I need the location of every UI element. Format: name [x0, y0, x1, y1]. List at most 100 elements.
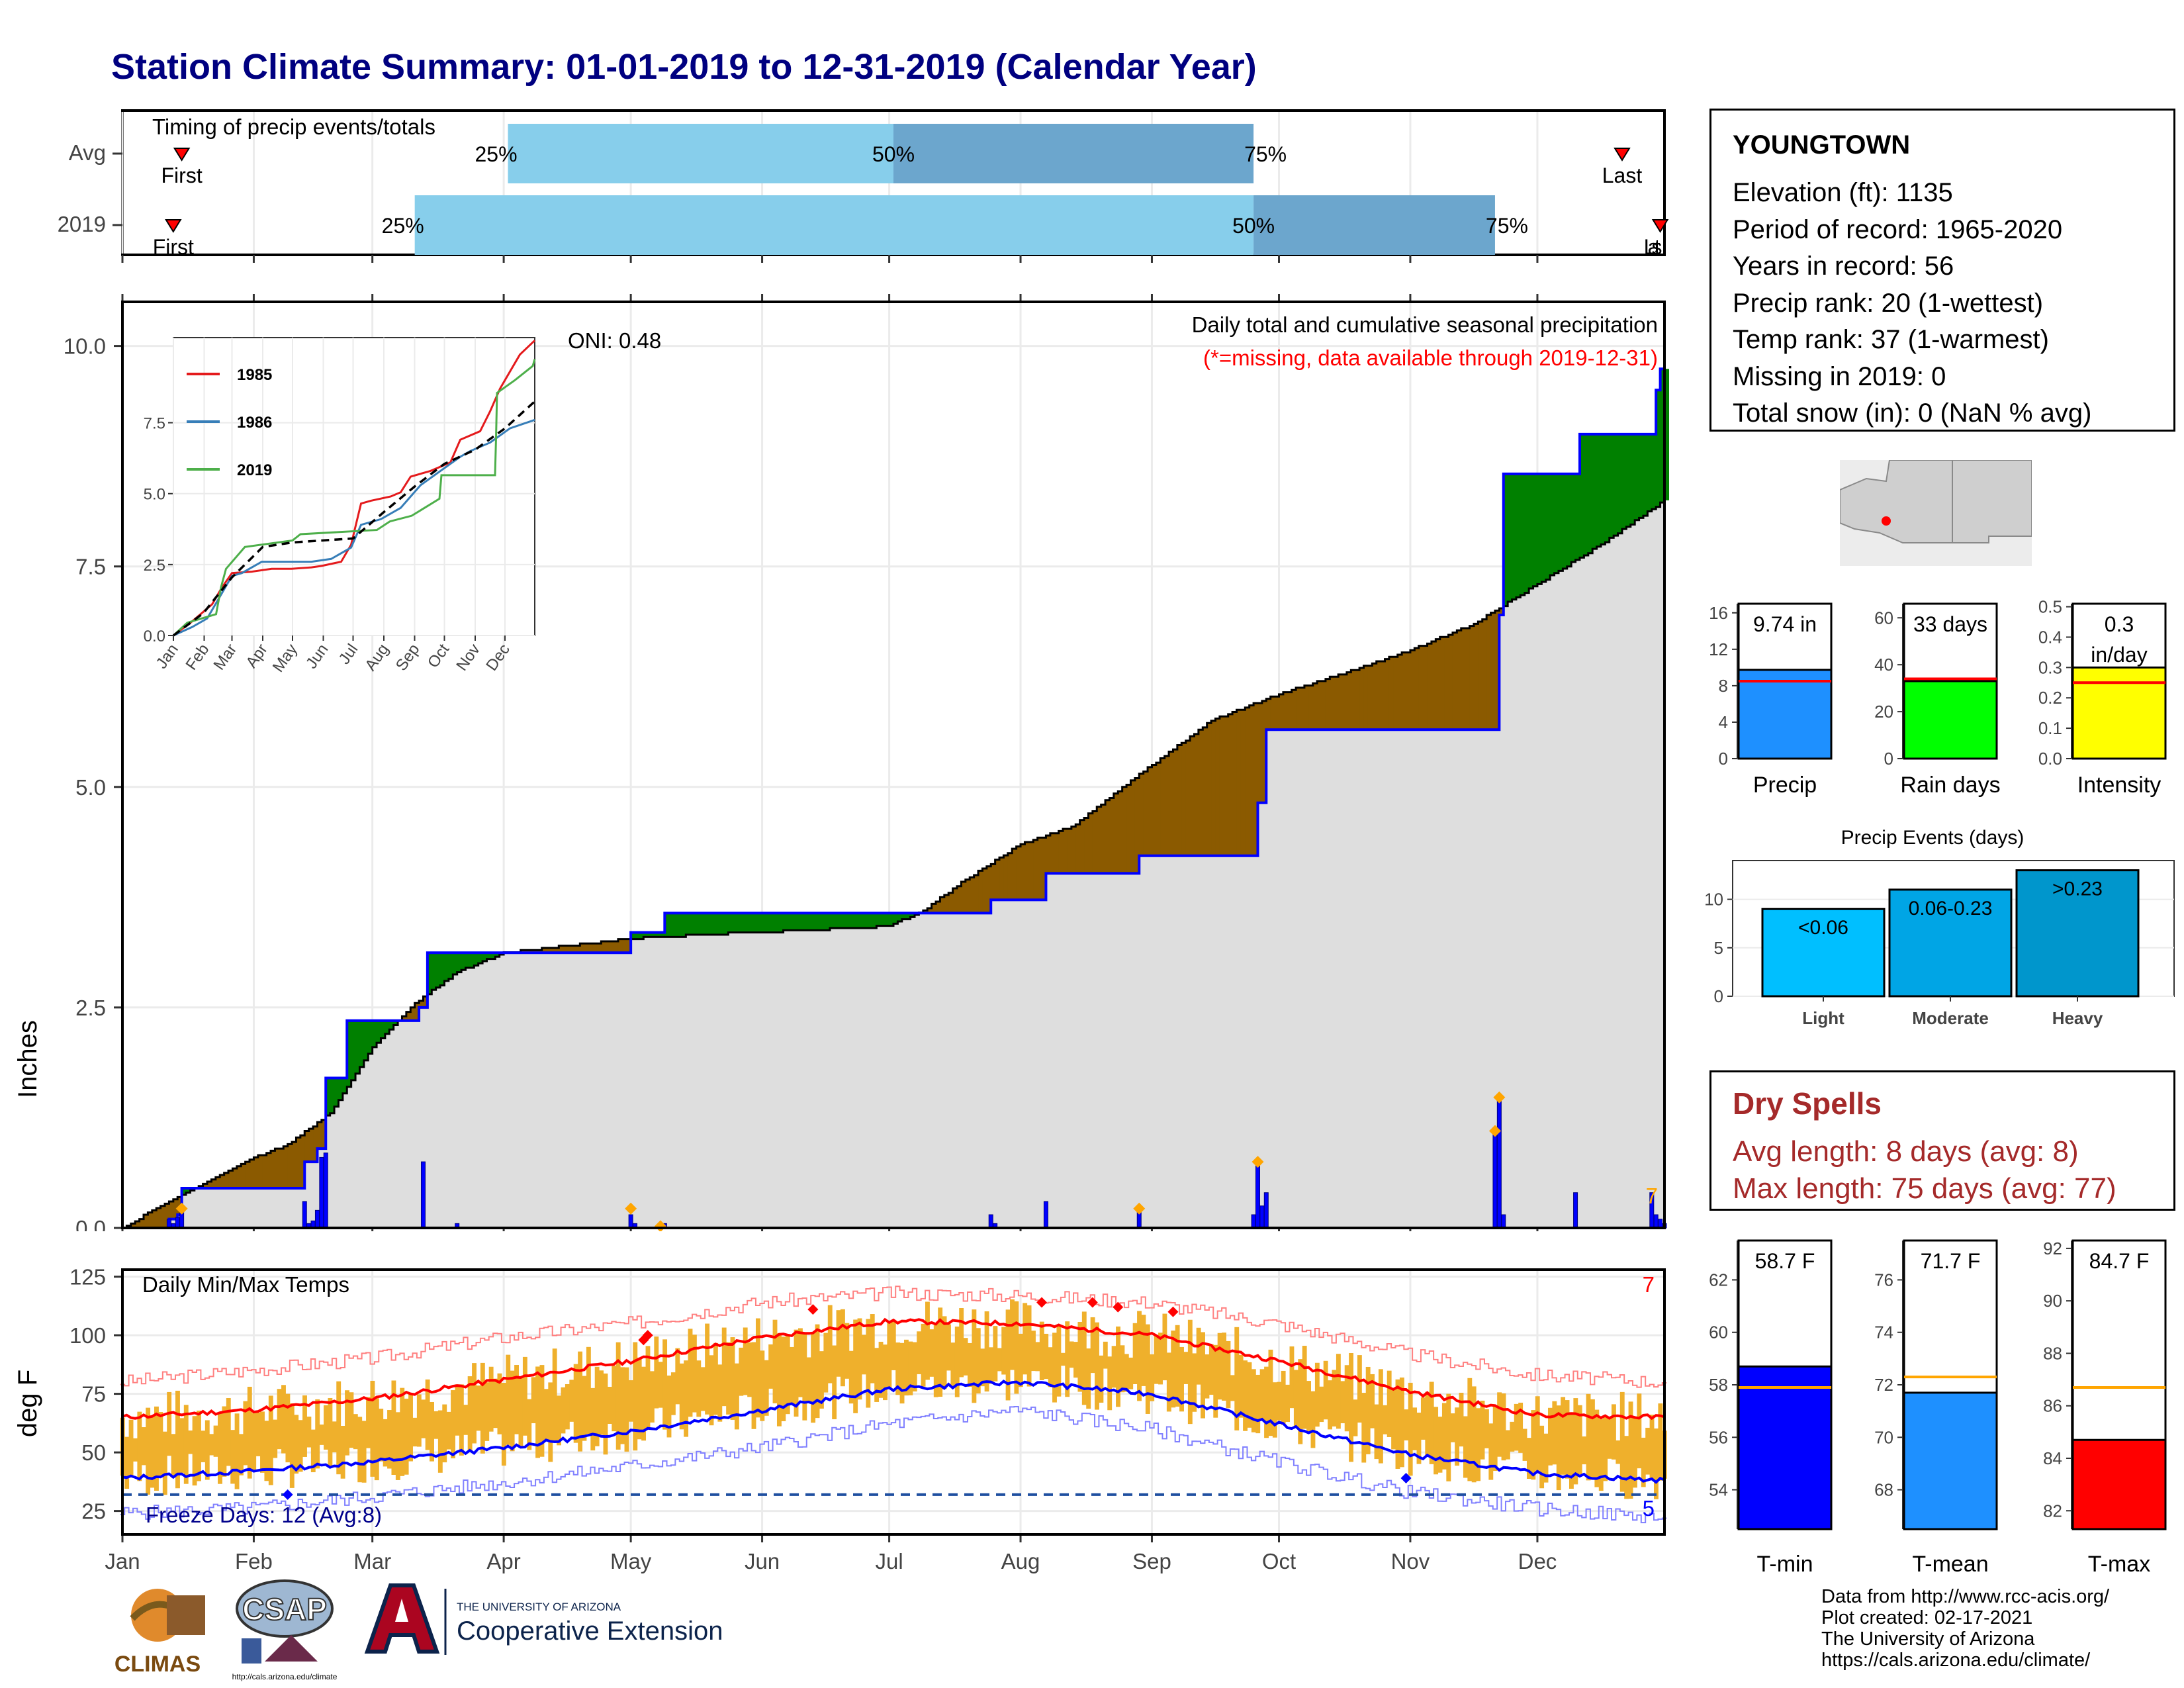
daily-temp-bar: [1505, 1430, 1510, 1460]
above-normal-band: [864, 913, 869, 928]
below-normal-band: [1414, 647, 1420, 730]
daily-temp-bar: [1547, 1407, 1553, 1466]
cooperative-extension-text: Cooperative Extension: [457, 1617, 723, 1646]
above-normal-band: [643, 932, 649, 937]
daily-precip-bar: [1251, 1214, 1256, 1229]
daily-temp-bar: [781, 1336, 786, 1421]
daily-temp-bar: [459, 1384, 464, 1456]
daily-temp-bar: [594, 1366, 600, 1446]
below-normal-band: [1325, 679, 1330, 730]
below-normal-band: [1257, 703, 1263, 803]
above-normal-band: [1537, 473, 1542, 585]
daily-temp-bar: [1031, 1331, 1036, 1372]
daily-precip-bar: [175, 1217, 180, 1229]
below-normal-band: [1406, 652, 1411, 730]
below-normal-band: [1478, 621, 1483, 730]
new-mexico-shape: [1952, 460, 2032, 543]
daily-temp-bar: [222, 1406, 227, 1477]
daily-temp-bar: [1107, 1356, 1113, 1411]
daily-temp-bar: [679, 1363, 684, 1430]
below-normal-band: [313, 1126, 318, 1162]
daily-temp-bar: [1196, 1327, 1201, 1385]
daily-temp-bar: [721, 1327, 727, 1407]
page-title: Station Climate Summary: 01-01-2019 to 1…: [111, 47, 1257, 87]
daily-temp-bar: [950, 1342, 956, 1386]
below-normal-band: [1385, 659, 1390, 730]
below-normal-band: [1444, 637, 1449, 730]
below-normal-band: [1224, 716, 1229, 856]
events-category-label: Moderate: [1912, 1008, 1989, 1028]
daily-temp-bar: [1132, 1323, 1138, 1385]
record-low-line: [120, 1405, 1667, 1524]
summary-y-tick-label: 60: [1874, 608, 1893, 628]
daily-temp-bar: [230, 1430, 236, 1484]
below-normal-band: [961, 882, 966, 914]
below-normal-band: [1130, 780, 1136, 874]
daily-temp-bar: [1526, 1438, 1531, 1479]
daily-temp-bar: [1090, 1317, 1095, 1374]
summary-value-label: 58.7 F: [1755, 1249, 1815, 1273]
summary-bar: [2071, 666, 2167, 760]
daily-temp-bar: [1056, 1326, 1062, 1397]
daily-temp-bar: [1014, 1301, 1019, 1394]
above-normal-band: [1656, 390, 1661, 507]
daily-temp-bar: [1441, 1403, 1447, 1470]
observed-cumulative-line: [122, 367, 1664, 1229]
below-normal-band: [1113, 793, 1118, 874]
daily-temp-bar: [1433, 1407, 1439, 1475]
below-normal-band: [986, 866, 991, 914]
below-normal-band: [1063, 829, 1068, 874]
below-normal-band: [1351, 670, 1356, 730]
daily-temp-bar: [1349, 1352, 1354, 1462]
events-bar: [1761, 908, 1886, 998]
below-normal-band: [1418, 645, 1424, 730]
inset-y-tick-label: 7.5: [144, 415, 165, 433]
above-normal-band: [1660, 369, 1665, 503]
below-normal-band: [1215, 718, 1220, 856]
below-normal-band: [1249, 705, 1254, 856]
above-normal-band: [186, 1188, 191, 1193]
daily-temp-bar: [1633, 1418, 1637, 1488]
dry-spells-title: Dry Spells: [1733, 1086, 1882, 1121]
below-normal-band: [1317, 680, 1322, 730]
temp-bars: [120, 1299, 1667, 1499]
above-normal-band: [1626, 434, 1631, 527]
above-normal-band: [664, 913, 670, 937]
daily-temp-bar: [543, 1389, 549, 1442]
below-normal-band: [1021, 844, 1026, 900]
daily-temp-bar: [866, 1319, 871, 1408]
below-normal-band: [224, 1172, 229, 1189]
daily-temp-bar: [954, 1326, 960, 1397]
below-normal-band: [1012, 849, 1017, 900]
daily-temp-bar: [794, 1329, 799, 1417]
below-normal-band: [1469, 626, 1475, 730]
daily-temp-bar: [874, 1348, 880, 1402]
below-normal-band: [571, 945, 576, 953]
daily-temp-bar: [963, 1338, 968, 1376]
summary-y-tick-label: 92: [2043, 1239, 2062, 1258]
summary-y-tick-label: 16: [1709, 603, 1728, 623]
daily-temp-bar: [1302, 1346, 1307, 1429]
university-of-arizona-logo: THE UNIVERSITY OF ARIZONA Cooperative Ex…: [364, 1583, 723, 1655]
daily-temp-bar: [573, 1364, 578, 1443]
daily-precip-bar: [1492, 1130, 1498, 1229]
below-normal-band: [1291, 690, 1297, 730]
daily-temp-bar: [463, 1405, 469, 1435]
below-normal-band: [1028, 842, 1034, 900]
below-normal-band: [165, 1203, 170, 1228]
summary-y-tick-label: 0.5: [2038, 597, 2062, 617]
below-normal-band: [1194, 733, 1199, 856]
above-normal-band: [749, 913, 754, 933]
temp-title: Daily Min/Max Temps: [142, 1272, 349, 1297]
daily-temp-bar: [1171, 1331, 1176, 1408]
daily-temp-bar: [171, 1434, 176, 1478]
daily-temp-bar: [1510, 1421, 1515, 1452]
daily-temp-bar: [1573, 1398, 1578, 1485]
daily-precip-bar: [420, 1161, 426, 1229]
above-normal-band: [766, 913, 771, 933]
above-normal-band: [897, 913, 903, 921]
daily-temp-bar: [1264, 1366, 1269, 1438]
below-normal-band: [1156, 763, 1161, 856]
daily-temp-bar: [408, 1394, 413, 1462]
below-normal-band: [1033, 839, 1038, 900]
